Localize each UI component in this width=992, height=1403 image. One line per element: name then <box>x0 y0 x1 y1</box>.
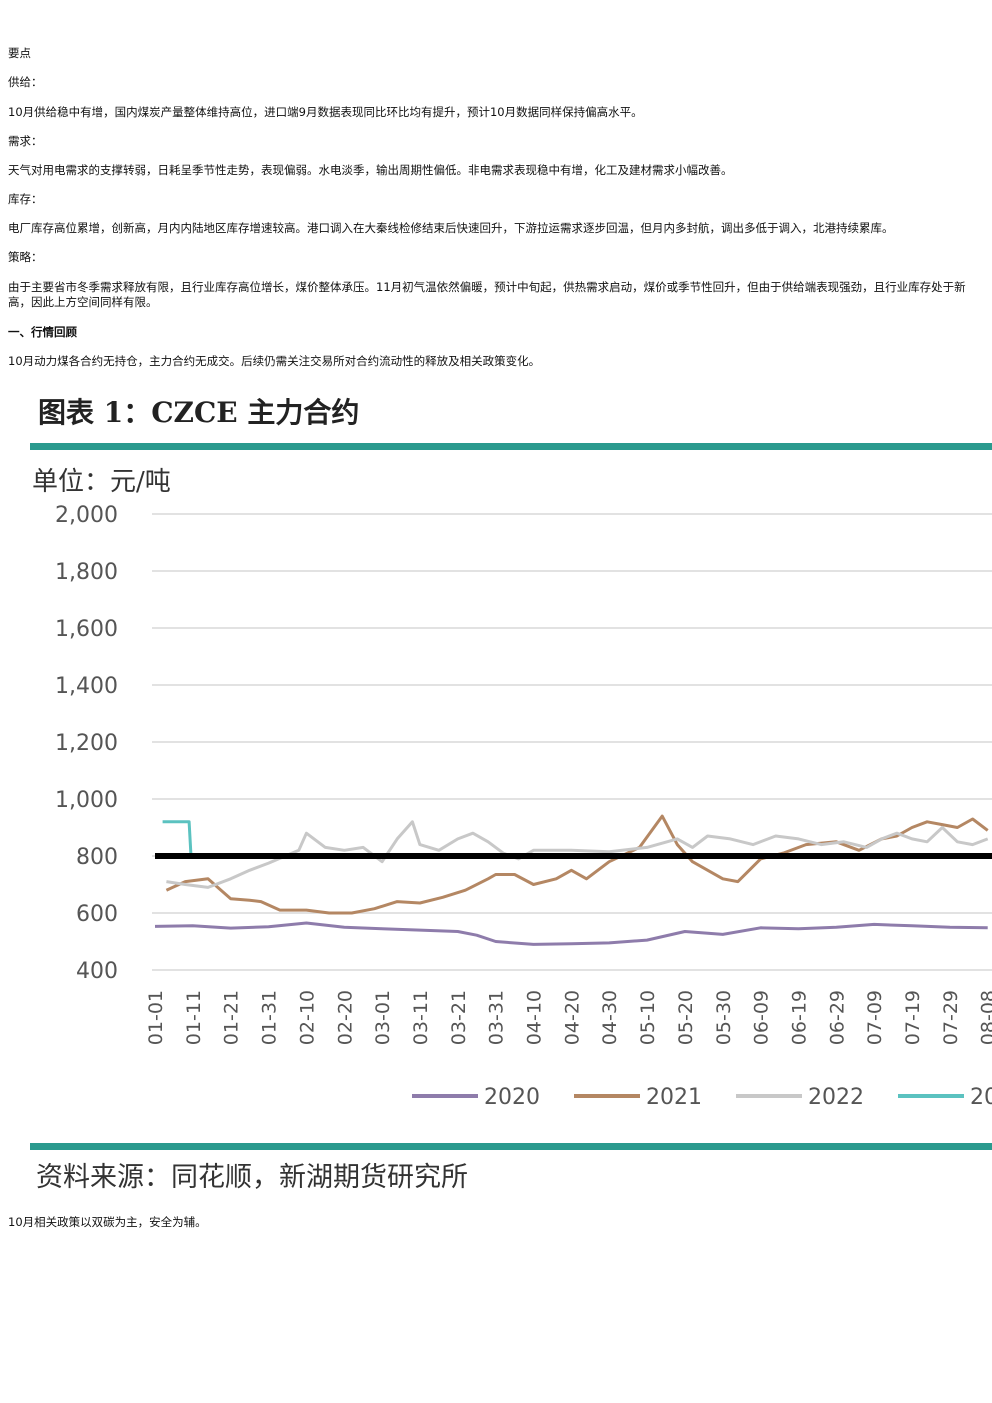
section1-text: 10月动力煤各合约无持仓，主力合约无成交。后续仍需关注交易所对合约流动性的释放及… <box>8 354 541 368</box>
inventory-text: 电厂库存高位累增，创新高，月内内陆地区库存增速较高。港口调入在大秦线检修结束后快… <box>8 221 894 235</box>
legend-label-2021: 2021 <box>646 1085 702 1110</box>
czce-line-chart: 2,000 1,800 1,600 1,400 1,200 1,000 800 600 400 0… <box>55 503 992 1110</box>
x-tick-label: 06-09 <box>751 990 773 1045</box>
y-tick-label: 2,000 <box>55 503 118 528</box>
heading-keypoints: 要点 <box>8 46 31 60</box>
x-tick-label: 04-30 <box>599 990 621 1045</box>
x-tick-label: 05-20 <box>675 990 697 1045</box>
y-tick-label: 800 <box>76 845 118 870</box>
supply-label: 供给： <box>8 75 43 89</box>
x-tick-label: 01-01 <box>145 990 167 1045</box>
strategy-text: 由于主要省市冬季需求释放有限，且行业库存高位增长，煤价整体承压。11月初气温依然… <box>8 280 966 309</box>
figure-source: 资料来源：同花顺，新湖期货研究所 <box>36 1162 468 1193</box>
x-tick-label: 06-29 <box>826 990 848 1045</box>
x-tick-label: 08-08 <box>978 990 992 1045</box>
series-line-2021 <box>165 814 989 915</box>
series-line-2022 <box>166 820 989 889</box>
x-tick-label: 03-31 <box>486 990 508 1045</box>
x-tick-label: 02-10 <box>296 990 318 1045</box>
x-tick-label: 03-21 <box>448 990 470 1045</box>
x-tick-label: 03-01 <box>372 990 394 1045</box>
y-tick-label: 1,800 <box>55 560 118 585</box>
y-tick-label: 400 <box>76 959 118 984</box>
y-tick-label: 1,200 <box>55 731 118 756</box>
x-tick-label: 06-19 <box>788 990 810 1045</box>
figure-top-rule <box>30 443 992 450</box>
x-tick-label: 03-11 <box>410 990 432 1045</box>
supply-text: 10月供给稳中有增，国内煤炭产量整体维持高位，进口端9月数据表现同比环比均有提升… <box>8 105 643 119</box>
x-tick-label: 01-31 <box>259 990 281 1045</box>
czce-figure: 图表 1：CZCE 主力合约 单位：元/吨 2,000 1,800 1,600 1,4… <box>0 385 992 1205</box>
x-tick-label: 04-20 <box>561 990 583 1045</box>
legend-label-2022: 2022 <box>808 1085 864 1110</box>
x-tick-label: 05-30 <box>713 990 735 1045</box>
demand-text: 天气对用电需求的支撑转弱，日耗呈季节性走势，表现偏弱。水电淡季，输出周期性偏低。… <box>8 163 733 177</box>
x-tick-label: 02-20 <box>334 990 356 1045</box>
x-tick-label: 01-21 <box>221 990 243 1045</box>
x-tick-label: 05-10 <box>637 990 659 1045</box>
x-tick-label: 07-29 <box>940 990 962 1045</box>
legend-label-2023: 2023 <box>970 1085 992 1110</box>
section1-heading: 一、行情回顾 <box>8 325 77 339</box>
x-tick-label: 07-09 <box>864 990 886 1045</box>
x-tick-label: 07-19 <box>902 990 924 1045</box>
y-tick-label: 1,000 <box>55 788 118 813</box>
series-line-2023 <box>162 820 193 857</box>
legend-label-2020: 2020 <box>484 1085 540 1110</box>
y-tick-label: 1,600 <box>55 617 118 642</box>
figure-bottom-rule <box>30 1143 992 1150</box>
after-figure-text: 10月相关政策以双碳为主，安全为辅。 <box>8 1215 207 1229</box>
x-tick-label: 01-11 <box>183 990 205 1045</box>
demand-label: 需求： <box>8 134 43 148</box>
x-tick-label: 04-10 <box>524 990 546 1045</box>
figure-unit: 单位：元/吨 <box>32 467 171 497</box>
y-tick-label: 1,400 <box>55 674 118 699</box>
figure-title: 图表 1：CZCE 主力合约 <box>38 396 360 429</box>
inventory-label: 库存： <box>8 192 43 206</box>
y-tick-label: 600 <box>76 902 118 927</box>
strategy-label: 策略： <box>8 250 43 264</box>
series-line-2020 <box>154 921 988 946</box>
